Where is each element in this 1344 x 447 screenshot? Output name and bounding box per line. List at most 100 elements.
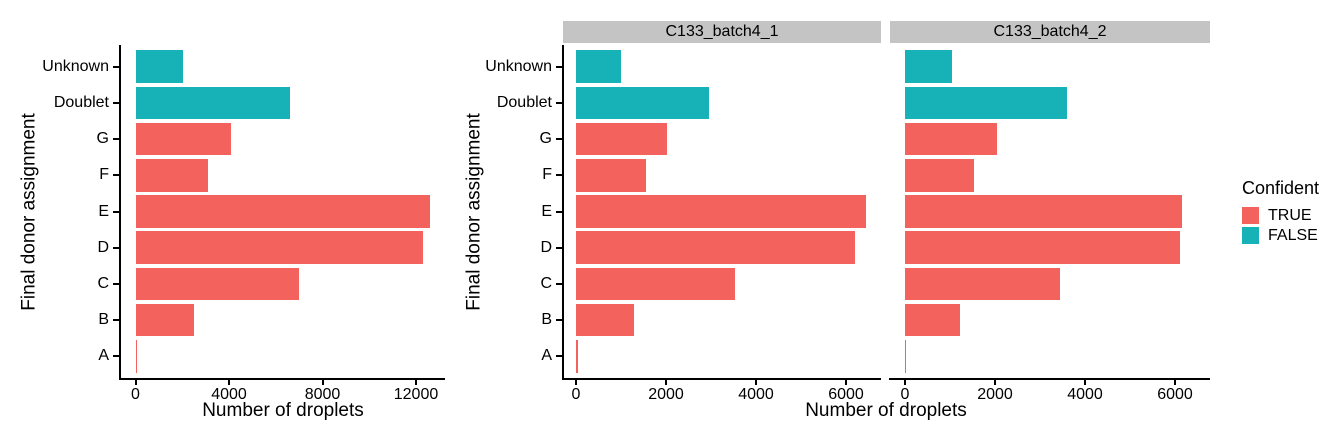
left-chart-xtick-mark-12000: [415, 380, 417, 385]
facet-1-ytick-mark-a: [556, 355, 562, 358]
left-chart-xtick-label-8000: 8000: [304, 386, 341, 403]
facet-2-strip-label: C133_batch4_2: [890, 21, 1210, 43]
facet-1-ytick-mark-g: [556, 138, 562, 141]
facet-2-bar-unknown: [905, 50, 952, 83]
legend-swatch-true-icon: [1242, 207, 1259, 224]
facet-2-bar-a: [905, 339, 907, 373]
left-chart-y-axis-line: [119, 45, 121, 380]
left-chart-xtick-mark-0: [134, 380, 137, 385]
left-chart-xtick-label-0: 0: [131, 386, 140, 403]
facet-1-ytick-label-unknown: Unknown: [485, 57, 552, 75]
facet-1-bar-a: [576, 339, 579, 373]
left-chart-ytick-label-c: C: [97, 274, 109, 292]
left-chart-bar-a: [135, 339, 138, 373]
facet-1-ytick-label-g: G: [539, 130, 552, 148]
left-chart-ytick-label-b: B: [98, 311, 109, 329]
left-chart-ytick-label-e: E: [98, 202, 109, 220]
left-chart-ytick-label-a: A: [98, 347, 109, 365]
left-chart-bar-doublet: [135, 86, 290, 120]
facet-1-bar-doublet: [576, 86, 709, 120]
left-chart-xtick-mark-4000: [228, 380, 230, 385]
facet-1-ytick-mark-unknown: [556, 65, 562, 68]
legend: Confident TRUE FALSE: [1242, 178, 1319, 247]
facet-2-xtick-label-2000: 2000: [977, 386, 1013, 403]
facet-1-ytick-label-c: C: [540, 274, 552, 292]
facet-1-xtick-label-2000: 2000: [648, 386, 684, 403]
left-chart-xtick-label-12000: 12000: [393, 386, 439, 403]
left-chart-bar-b: [135, 303, 194, 337]
facet-2-xtick-mark-0: [904, 380, 906, 385]
facet-1-bar-g: [576, 122, 667, 156]
facet-1-bar-f: [576, 159, 646, 192]
facet-1-ytick-mark-e: [556, 210, 562, 213]
legend-item-false: FALSE: [1242, 227, 1319, 244]
facet-1-xtick-mark-0: [575, 380, 577, 385]
facet-1-strip-label: C133_batch4_1: [563, 21, 881, 43]
facet-1-bar-b: [576, 303, 634, 337]
facet-1-bar-c: [576, 267, 736, 301]
facet-1-ytick-mark-c: [556, 282, 562, 285]
left-chart-ytick-label-doublet: Doublet: [53, 93, 109, 111]
facet-2-bar-b: [905, 303, 960, 337]
facet-2-bar-f: [905, 159, 974, 192]
left-chart-xtick-mark-8000: [321, 380, 324, 385]
left-chart-x-axis-title: Number of droplets: [202, 400, 364, 421]
facet-1-ytick-label-doublet: Doublet: [496, 93, 552, 111]
left-chart-x-axis-line: [119, 378, 445, 380]
legend-item-true: TRUE: [1242, 207, 1319, 224]
facet-1-bar-d: [576, 231, 855, 264]
left-chart-ytick-mark-c: [113, 282, 119, 285]
left-chart-ytick-label-f: F: [99, 166, 109, 184]
facet-1-ytick-label-a: A: [541, 347, 552, 365]
facet-1-ytick-mark-d: [556, 246, 562, 249]
legend-title: Confident: [1242, 178, 1320, 198]
facet-1-ytick-mark-f: [556, 174, 562, 177]
left-chart-bar-f: [135, 159, 208, 192]
facet-2-xtick-mark-4000: [1084, 380, 1086, 385]
left-chart-ytick-mark-d: [113, 246, 119, 249]
left-chart-ytick-label-unknown: Unknown: [42, 57, 109, 75]
left-chart-ytick-mark-f: [113, 174, 119, 177]
facet-2-bar-e: [905, 195, 1182, 228]
facet-1-xtick-mark-4000: [755, 380, 757, 385]
facet-1-xtick-label-0: 0: [571, 386, 581, 403]
facet-2-bar-d: [905, 231, 1180, 264]
left-chart-ytick-mark-a: [113, 355, 119, 358]
facet-2-xtick-mark-2000: [994, 380, 996, 385]
facet-2-x-axis-line: [889, 378, 1210, 380]
facet-1-ytick-label-f: F: [542, 166, 552, 184]
left-chart-ytick-mark-doublet: [113, 101, 119, 104]
left-chart-ytick-mark-e: [113, 210, 119, 213]
left-chart-bar-d: [135, 231, 423, 264]
left-chart-bar-unknown: [135, 50, 184, 83]
facet-2-bar-doublet: [905, 86, 1067, 120]
legend-label-false: FALSE: [1268, 227, 1318, 244]
left-chart-ytick-mark-unknown: [113, 65, 119, 68]
left-chart-ytick-mark-g: [113, 138, 119, 141]
left-chart-bar-c: [135, 267, 300, 301]
facet-2-xtick-label-0: 0: [900, 386, 910, 403]
left-chart-ytick-mark-b: [113, 319, 119, 322]
facet-2-xtick-label-4000: 4000: [1067, 386, 1103, 403]
facet-1-xtick-label-6000: 6000: [828, 386, 864, 403]
left-chart-ytick-label-d: D: [97, 238, 109, 256]
facet-2-xtick-label-6000: 6000: [1157, 386, 1193, 403]
left-chart-bar-g: [135, 122, 232, 156]
facet-1-ytick-mark-doublet: [556, 101, 562, 104]
facet-2-bar-c: [905, 267, 1060, 301]
facet-1-ytick-label-e: E: [541, 202, 552, 220]
facet-1-bar-unknown: [576, 50, 621, 83]
faceted-chart-x-axis-title: Number of droplets: [805, 400, 967, 421]
left-chart-bar-e: [135, 195, 431, 228]
legend-label-true: TRUE: [1268, 207, 1312, 224]
facet-1-x-axis-line: [562, 378, 881, 380]
legend-swatch-false-icon: [1242, 227, 1259, 244]
facet-1-xtick-mark-2000: [665, 380, 667, 385]
facet-1-ytick-mark-b: [556, 319, 562, 322]
facet-2-xtick-mark-6000: [1174, 380, 1176, 385]
facet-1-ytick-label-b: B: [541, 311, 552, 329]
facet-1-y-axis-line: [562, 45, 564, 380]
facet-1-bar-e: [576, 195, 867, 228]
facet-1-xtick-label-4000: 4000: [738, 386, 774, 403]
